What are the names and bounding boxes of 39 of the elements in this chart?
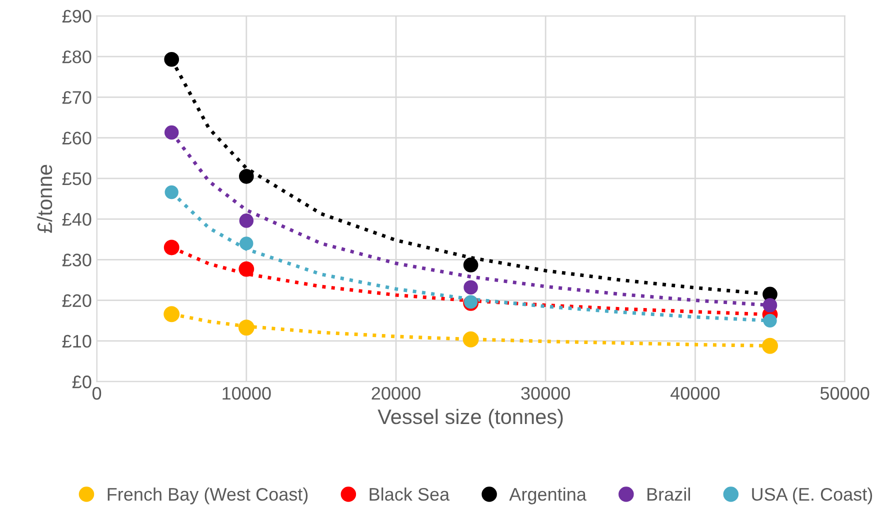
x-tick-label: 20000 — [372, 386, 420, 400]
y-tick-label: £40 — [62, 213, 92, 226]
y-tick-label: £10 — [62, 334, 92, 348]
y-tick-label: £20 — [62, 294, 92, 308]
point — [464, 280, 478, 294]
point — [239, 214, 254, 228]
point — [762, 298, 778, 312]
y-tick-label: £0 — [72, 376, 92, 388]
x-tick-label: 10000 — [222, 386, 271, 400]
legend-label: Argentina — [509, 487, 586, 504]
point — [164, 306, 180, 322]
x-tick-label: 40000 — [670, 386, 720, 400]
point — [238, 261, 254, 277]
point — [462, 331, 479, 348]
x-tick-label: 0 — [92, 386, 102, 400]
y-axis-title: £/tonne — [36, 164, 52, 233]
y-tick-label: £90 — [62, 10, 92, 23]
point — [164, 240, 180, 256]
y-tick-label: £30 — [62, 254, 92, 266]
y-tick-label: £70 — [62, 91, 92, 104]
point — [240, 236, 254, 250]
legend-label: Black Sea — [370, 487, 450, 501]
point — [762, 338, 778, 354]
point — [164, 52, 180, 67]
point — [238, 168, 254, 184]
point — [164, 185, 178, 200]
point — [238, 320, 254, 336]
x-tick-label: 50000 — [820, 386, 870, 400]
x-axis-title: Vessel size (tonnes) — [378, 408, 563, 428]
point — [463, 258, 478, 272]
point — [164, 125, 179, 140]
y-tick-label: £80 — [62, 50, 92, 64]
legend-label: Brazil — [648, 487, 690, 501]
x-tick-label: 30000 — [521, 386, 570, 400]
y-tick-label: £50 — [62, 172, 92, 186]
legend-label: French Bay (West Coast) — [108, 487, 308, 504]
y-tick-label: £60 — [62, 132, 92, 145]
legend-label: USA (E. Coast) — [752, 487, 872, 504]
point — [763, 314, 777, 328]
